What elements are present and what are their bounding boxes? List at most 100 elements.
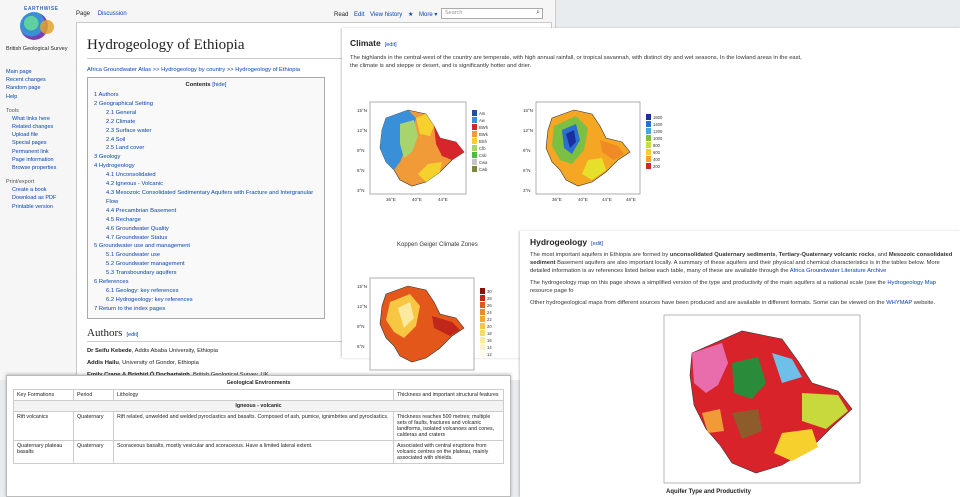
tab-edit[interactable]: Edit [354,12,365,18]
search-icon[interactable]: ⌕ [536,9,540,16]
toc-item[interactable]: 5.3 Transboundary aquifers [106,270,177,277]
toc-item[interactable]: 2.4 Soil [106,136,126,143]
breadcrumb[interactable]: Africa Groundwater Atlas >> Hydrogeology… [87,67,300,73]
toc-item[interactable]: 5.2 Groundwater management [106,261,185,268]
wiki-tabs-bar: Page Discussion Read Edit View history ★… [72,8,552,22]
legend-label: BWh [479,125,489,130]
toc-item[interactable]: 4.7 Groundwater Status [106,234,168,241]
lat-tick: 9°N [357,148,365,153]
toc-item[interactable]: 4.4 Precambrian Basement [106,207,177,214]
toc-item[interactable]: 6 References [94,279,129,286]
author-name: Addis Hailu [87,359,119,366]
legend-label: 30 [487,289,492,294]
toc-item[interactable]: 2.1 General [106,109,137,116]
sidebar-link-related-changes[interactable]: Related changes [12,124,54,131]
text-run: , and [874,252,889,258]
toc-item[interactable]: 4.3 Mesozoic Consolidated Sedimentary Aq… [106,189,314,205]
toc-hide-link[interactable]: [hide] [212,82,227,88]
tab-discussion[interactable]: Discussion [97,11,127,17]
toc-item[interactable]: 3 Geology [94,154,121,161]
tab-page[interactable]: Page [76,11,91,17]
toc-item[interactable]: 4.2 Igneous - Volcanic [106,181,164,188]
sidebar-link-page-information[interactable]: Page information [12,156,54,163]
legend-swatch [480,288,485,294]
legend-swatch [472,117,477,123]
legend-swatch [480,309,485,315]
sidebar-link-create-book[interactable]: Create a book [12,187,47,194]
lon-tick: 40°E [578,197,588,202]
toc-item[interactable]: 6.2 Hydrogeology: key references [106,296,193,303]
toc-item[interactable]: 1 Authors [94,92,119,98]
table-cell: Quaternary plateau basalts [13,440,74,464]
search-placeholder: Search [445,10,463,16]
sidebar-link-what-links-here[interactable]: What links here [12,115,50,122]
toc-item[interactable]: 4.6 Groundwater Quality [106,225,169,232]
toc-item[interactable]: 4.1 Unconsolidated [106,172,156,179]
legend-label: 200 [653,164,661,169]
toc-item[interactable]: 2.2 Climate [106,118,136,125]
table-row: Quaternary plateau basalts Quaternary Sc… [13,440,504,464]
toc-item[interactable]: 2.3 Surface water [106,127,152,134]
lon-tick: 36°E [386,197,396,202]
sidebar-link-special-pages[interactable]: Special pages [12,140,47,147]
watch-star-icon[interactable]: ★ [407,12,414,18]
legend-swatch [646,142,651,148]
sidebar-link-printable-version[interactable]: Printable version [12,203,53,210]
whymap-link[interactable]: WHYMAP [886,300,913,306]
sidebar-link-browse-properties[interactable]: Browse properties [12,165,57,172]
authors-heading: Authors [edit] [87,327,541,342]
hydrogeology-panel: Hydrogeology [edit] The most important aq… [520,231,960,497]
sidebar-link-main-page[interactable]: Main page [6,69,32,75]
hydrogeology-paragraph-2: The hydrogeology map on this page shows … [530,279,955,295]
legend-swatch [472,131,477,137]
logo-dot-icon [40,20,54,34]
toc-item[interactable]: 2.5 Land cover [106,145,145,152]
toc-item[interactable]: 6.1 Geology: key references [106,287,179,294]
hydrogeology-heading-text: Hydrogeology [530,237,588,247]
aquifer-map-caption: Aquifer Type and Productivity [666,489,752,495]
toc-item[interactable]: 5 Groundwater use and management [94,243,191,250]
table-cell: Rift volcanics [13,411,74,441]
tab-read[interactable]: Read [334,12,349,18]
tab-view-history[interactable]: View history [370,12,403,18]
sidebar-link-upload-file[interactable]: Upload file [12,132,38,139]
table-row: Rift volcanics Quaternary Rift related, … [13,411,504,441]
sidebar-link-random-page[interactable]: Random page [6,85,41,92]
text-run: website. [912,300,936,306]
table-cell: Scoraceous basalts, mostly vesicular and… [113,440,394,464]
lat-tick: 6°N [357,168,365,173]
earthwise-logo[interactable]: EARTHWISE [14,6,64,44]
tab-more[interactable]: More ▾ [419,12,438,18]
climate-edit-link[interactable]: [edit] [384,42,397,48]
legend-label: BSh [479,139,488,144]
lon-tick: 40°E [412,197,422,202]
authors-edit-link[interactable]: [edit] [126,331,139,338]
sidebar-link-help[interactable]: Help [6,93,18,100]
hydrogeology-edit-link[interactable]: [edit] [591,241,604,247]
literature-archive-link[interactable]: Africa Groundwater Literature Archive [789,268,887,274]
toc-item[interactable]: 7 Return to the index pages [94,305,166,312]
legend-swatch [472,110,477,116]
legend-label: 12 [487,352,492,357]
author-line: Emily Crane & Brighid Ó Dochartaigh, Bri… [87,372,541,378]
toc-item[interactable]: 4 Hydrogeology [94,163,135,170]
legend-label: Csb [479,153,487,158]
table-cell: Quaternary [73,411,114,441]
toc-item[interactable]: 2 Geographical Setting [94,100,153,107]
sidebar-link-download-pdf[interactable]: Download as PDF [12,195,57,202]
legend-swatch [646,128,651,134]
legend-label: 16 [487,338,492,343]
sidebar-link-permanent-link[interactable]: Permanent link [12,148,49,155]
toc-item[interactable]: 5.1 Groundwater use [106,252,161,259]
search-input[interactable]: Search ⌕ [441,8,543,19]
authors-heading-text: Authors [87,326,123,339]
legend-label: 400 [653,157,661,162]
lon-tick: 44°E [602,197,612,202]
toc-item[interactable]: 4.5 Recharge [106,216,141,223]
legend-swatch [472,145,477,151]
hydrogeology-map-link[interactable]: Hydrogeology Map [887,280,937,286]
legend-swatch [480,316,485,322]
legend-label: 28 [487,296,492,301]
table-cell: Associated with central eruptions from v… [393,440,504,464]
sidebar-link-recent-changes[interactable]: Recent changes [6,77,46,84]
